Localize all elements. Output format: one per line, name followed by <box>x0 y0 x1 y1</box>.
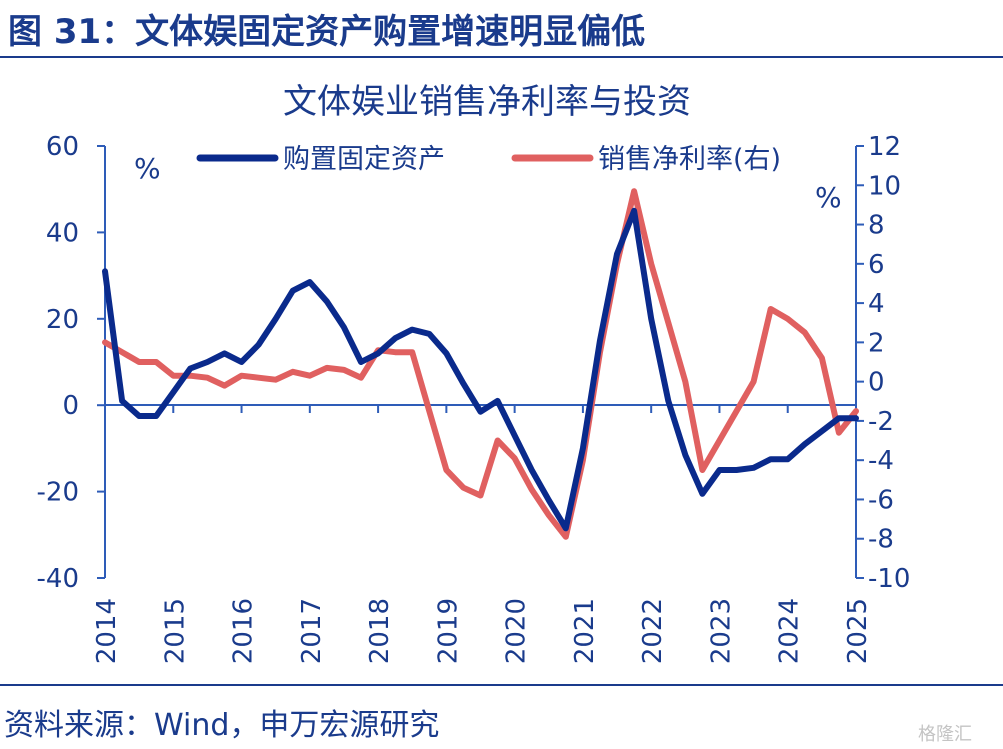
axes <box>104 146 857 578</box>
right-y-tick-label: 10 <box>868 171 901 201</box>
x-tick-label: 2021 <box>570 598 600 664</box>
x-tick-label: 2023 <box>706 598 736 664</box>
left-y-tick-label: 60 <box>46 132 79 162</box>
right-y-tick-label: -6 <box>868 485 894 515</box>
left-y-tick-label: 20 <box>46 305 79 335</box>
watermark-logo: 格隆汇 <box>918 724 972 745</box>
chart-title: 文体娱业销售净利率与投资 <box>283 82 691 122</box>
top-divider <box>0 56 1003 58</box>
left-y-tick-label: 40 <box>46 218 79 248</box>
legend-label-net-margin: 销售净利率(右) <box>598 144 781 175</box>
right-y-tick-label: 6 <box>868 250 885 280</box>
x-tick-label: 2016 <box>229 598 259 664</box>
line-chart: 文体娱业销售净利率与投资 购置固定资产 销售净利率(右) % % 6040200… <box>37 82 911 664</box>
legend-label-fixed-asset: 购置固定资产 <box>283 144 445 175</box>
right-y-tick-label: 2 <box>868 328 885 358</box>
left-y-tick-label: -40 <box>37 564 79 594</box>
legend: 购置固定资产 销售净利率(右) <box>196 144 781 175</box>
left-y-axis: 60 40 20 0 -20 -40 <box>37 132 105 594</box>
right-y-tick-label: 12 <box>868 132 901 162</box>
left-y-tick-label: -20 <box>37 478 79 508</box>
right-y-tick-label: 0 <box>868 368 885 398</box>
source-note: 资料来源：Wind，申万宏源研究 <box>4 708 440 743</box>
x-tick-label: 2025 <box>843 598 873 664</box>
series-line-fixed-asset <box>102 207 859 532</box>
right-y-tick-label: -8 <box>868 525 894 555</box>
right-y-tick-label: 4 <box>868 289 885 319</box>
left-axis-unit: % <box>134 152 161 185</box>
x-tick-label: 2024 <box>775 598 805 664</box>
x-tick-label: 2018 <box>365 598 395 664</box>
x-tick-label: 2015 <box>160 598 190 664</box>
right-y-tick-label: -10 <box>868 564 910 594</box>
series-line-net-margin <box>102 188 859 540</box>
x-tick-label: 2022 <box>638 598 668 664</box>
series-layer <box>102 188 859 540</box>
left-y-tick-label: 0 <box>62 391 79 421</box>
x-tick-label: 2020 <box>502 598 532 664</box>
bottom-divider <box>0 684 1003 686</box>
right-y-tick-label: 8 <box>868 211 885 241</box>
right-axis-unit: % <box>815 181 842 214</box>
x-tick-label: 2019 <box>433 598 463 664</box>
x-axis: 2014 2015 2016 2017 2018 2019 2020 2021 2022 2023… <box>92 405 873 664</box>
right-y-tick-label: -2 <box>868 407 894 437</box>
x-tick-label: 2017 <box>297 598 327 664</box>
right-y-tick-label: -4 <box>868 446 894 476</box>
figure-title: 图 31：文体娱固定资产购置增速明显偏低 <box>8 12 646 52</box>
x-tick-label: 2014 <box>92 598 122 664</box>
right-y-axis: 12 10 8 6 4 2 0 -2 -4 -6 -8 -10 <box>856 132 910 594</box>
